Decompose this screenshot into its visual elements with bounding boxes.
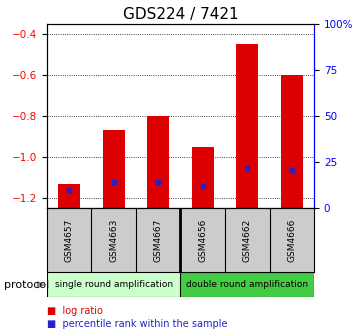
Text: single round amplification: single round amplification [55,280,173,289]
Text: GSM4657: GSM4657 [65,218,74,262]
Text: GSM4656: GSM4656 [198,218,207,262]
Bar [58,184,80,208]
Title: GDS224 / 7421: GDS224 / 7421 [123,7,238,23]
Text: ■  log ratio: ■ log ratio [47,306,103,316]
Text: GSM4667: GSM4667 [154,218,163,262]
Bar [103,130,125,208]
Text: GSM4662: GSM4662 [243,219,252,262]
Bar [192,147,214,208]
Text: GSM4663: GSM4663 [109,218,118,262]
Text: protocol: protocol [4,280,49,290]
Bar [180,272,314,297]
Text: double round amplification: double round amplification [186,280,308,289]
Bar [147,116,169,208]
Bar [280,75,303,208]
Text: GSM4666: GSM4666 [287,218,296,262]
Bar [47,272,180,297]
Bar [236,44,258,208]
Text: ■  percentile rank within the sample: ■ percentile rank within the sample [47,319,227,329]
